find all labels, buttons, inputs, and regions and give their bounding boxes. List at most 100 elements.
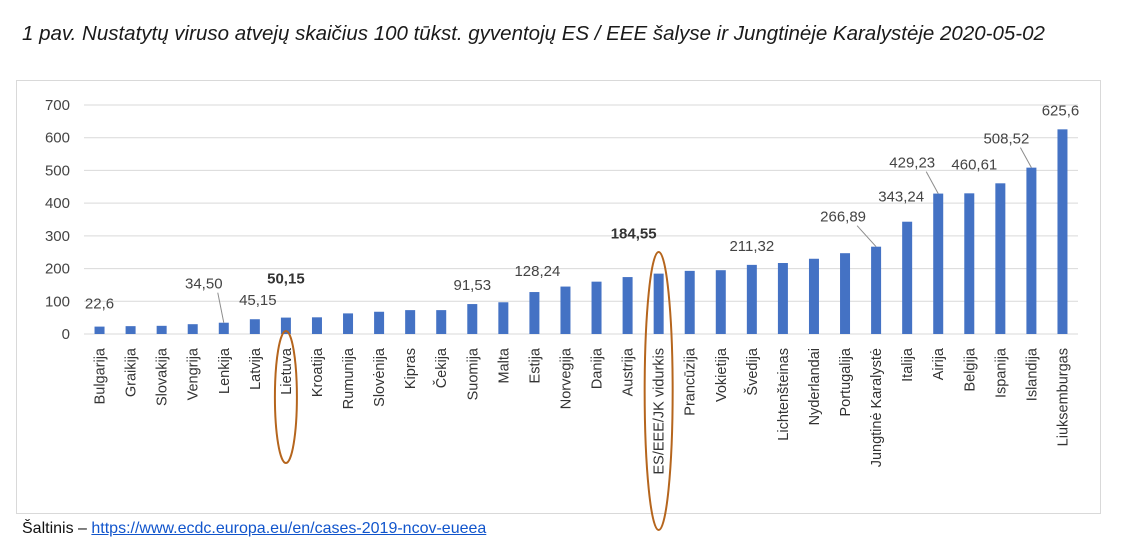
bar-16 — [591, 281, 602, 334]
data-label-3: 50,15 — [267, 271, 305, 288]
category-label-30: Islandija — [1024, 347, 1040, 401]
bar-3 — [187, 324, 198, 334]
gridlines — [84, 104, 1078, 335]
category-label-20: Vokietija — [714, 347, 730, 402]
category-label-17: Austrija — [621, 347, 637, 396]
bar-19 — [684, 270, 695, 334]
category-label-14: Estija — [527, 347, 543, 383]
category-label-8: Rumunija — [341, 347, 357, 409]
data-label-7: 211,32 — [729, 238, 774, 255]
category-label-7: Kroatija — [310, 347, 326, 397]
category-label-5: Latvija — [248, 347, 264, 390]
bar-23 — [808, 258, 819, 334]
y-tick-label-100: 100 — [45, 293, 70, 310]
category-label-27: Airija — [931, 347, 947, 380]
category-label-3: Vengrija — [186, 347, 202, 400]
category-label-12: Suomija — [465, 347, 481, 400]
data-label-6: 184,55 — [611, 226, 657, 243]
bars — [94, 129, 1068, 334]
chart-frame — [16, 80, 1101, 514]
y-tick-label-500: 500 — [45, 162, 70, 179]
source-line: Šaltinis – https://www.ecdc.europa.eu/en… — [22, 520, 486, 538]
category-label-1: Graikija — [124, 347, 140, 397]
category-label-13: Malta — [496, 347, 512, 383]
bar-25 — [871, 246, 882, 334]
bar-27 — [933, 193, 944, 334]
bar-11 — [436, 310, 447, 334]
highlight-ellipses — [273, 251, 674, 531]
x-axis-category-labels: Bulgarija Graikija Slovakija Vengrija Lenkij… — [93, 347, 1072, 474]
data-label-9: 343,24 — [878, 189, 924, 206]
y-tick-label-700: 700 — [45, 97, 70, 114]
bar-29 — [995, 183, 1006, 334]
category-label-23: Nyderlandai — [807, 348, 823, 425]
data-label-11: 460,61 — [951, 156, 997, 173]
leader-line-12 — [1019, 147, 1032, 168]
data-label-1: 34,50 — [185, 276, 223, 293]
bar-4 — [218, 322, 229, 334]
leader-line-8 — [856, 225, 877, 248]
source-prefix: Šaltinis – — [22, 520, 92, 537]
category-label-0: Bulgarija — [93, 347, 109, 404]
bar-17 — [622, 277, 633, 334]
bar-13 — [498, 302, 509, 334]
bar-18 — [653, 273, 664, 334]
category-label-26: Italija — [900, 347, 916, 382]
category-label-4: Lenkija — [217, 347, 233, 394]
bar-31 — [1057, 129, 1068, 334]
bar-28 — [964, 193, 975, 334]
leader-line-10 — [925, 171, 939, 194]
bar-22 — [777, 263, 788, 334]
bar-5 — [249, 319, 260, 334]
category-label-24: Portugalija — [838, 347, 854, 416]
data-labels: 22,6 34,50 45,15 50,15 91,53 128,24 184,55 211,… — [85, 102, 1079, 312]
category-label-10: Kipras — [403, 348, 419, 389]
category-label-2: Slovakija — [155, 347, 171, 406]
y-tick-label-200: 200 — [45, 261, 70, 278]
bar-15 — [560, 286, 571, 334]
bar-24 — [840, 253, 851, 334]
bar-26 — [902, 221, 913, 334]
category-label-15: Norvegija — [558, 347, 574, 409]
data-label-13: 625,6 — [1042, 102, 1080, 119]
data-label-0: 22,6 — [85, 296, 114, 313]
bar-14 — [529, 292, 540, 334]
chart-title: 1 pav. Nustatytų viruso atvejų skaičius … — [22, 22, 1045, 45]
y-tick-label-400: 400 — [45, 195, 70, 212]
y-axis-tick-labels: 0 100 200 300 400 500 600 700 — [45, 97, 70, 343]
category-label-25: Jungtinė Karalystė — [869, 348, 885, 467]
category-label-6: Lietuva — [279, 347, 295, 395]
label-leader-lines — [217, 147, 1032, 323]
leader-line-1 — [217, 292, 225, 323]
highlight-ellipse-0 — [273, 330, 298, 464]
category-label-22: Lichtenšteinas — [776, 348, 792, 441]
category-label-9: Slovėnija — [372, 347, 388, 407]
source-link[interactable]: https://www.ecdc.europa.eu/en/cases-2019… — [91, 520, 487, 537]
bar-2 — [156, 325, 167, 334]
bar-10 — [405, 310, 416, 334]
data-label-12: 508,52 — [983, 131, 1029, 148]
data-label-4: 91,53 — [454, 277, 492, 294]
data-label-8: 266,89 — [820, 209, 866, 226]
data-label-5: 128,24 — [514, 263, 560, 280]
data-label-10: 429,23 — [889, 155, 935, 172]
category-label-28: Belgija — [962, 347, 978, 391]
category-label-18: ES/EEE/JK vidurkis — [652, 348, 668, 475]
highlight-ellipse-1 — [643, 251, 674, 531]
bar-6 — [280, 317, 291, 334]
bar-1 — [125, 326, 136, 334]
y-tick-label-0: 0 — [62, 326, 70, 343]
bar-0 — [94, 326, 105, 334]
y-tick-label-300: 300 — [45, 228, 70, 245]
category-label-16: Danija — [590, 347, 606, 389]
category-label-19: Prancūzija — [683, 347, 699, 416]
bar-9 — [374, 311, 385, 334]
bar-21 — [746, 264, 757, 334]
data-label-2: 45,15 — [239, 292, 277, 309]
category-label-29: Ispanija — [993, 347, 1009, 398]
bar-8 — [343, 313, 354, 334]
bar-12 — [467, 304, 478, 334]
bar-20 — [715, 270, 726, 334]
category-label-31: Liuksemburgas — [1055, 348, 1071, 446]
